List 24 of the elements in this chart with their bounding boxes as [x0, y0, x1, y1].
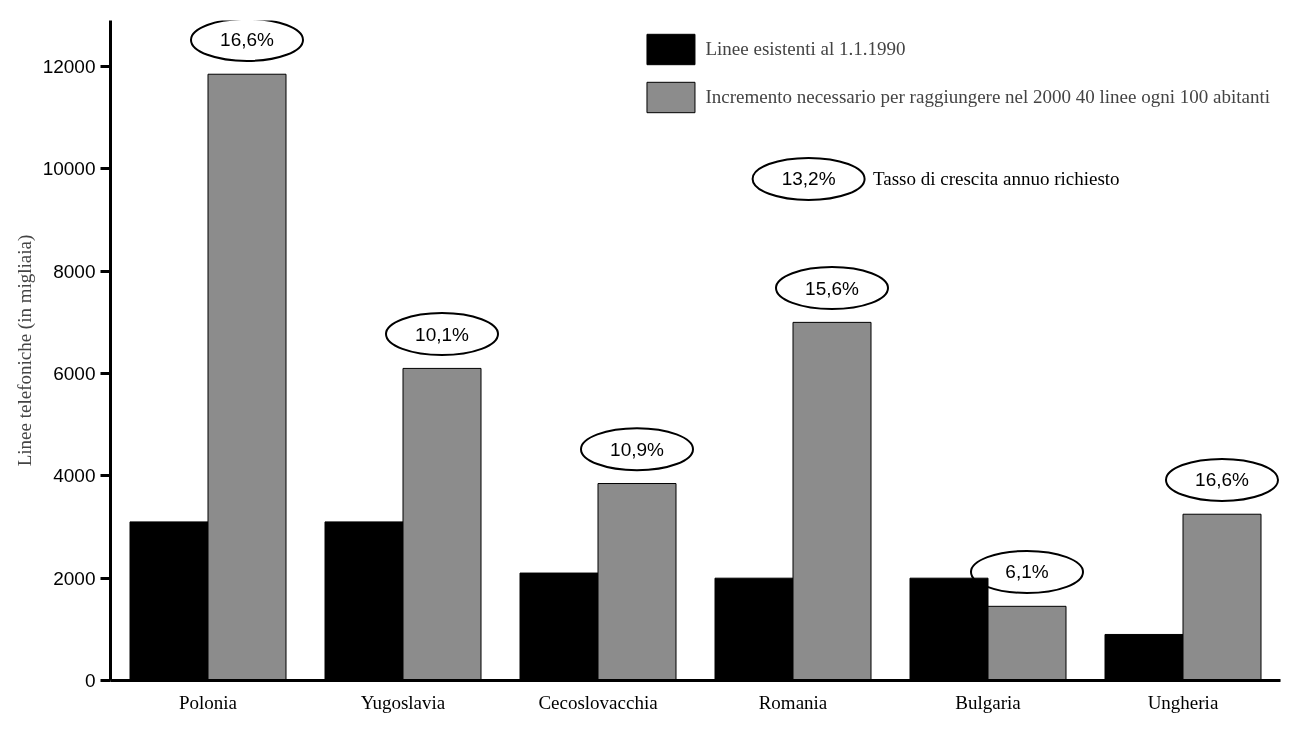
annotation: 10,9% — [610, 438, 665, 460]
annotation: Tasso di crescita annuo richiesto — [872, 168, 1120, 190]
annotation: 10,1% — [415, 323, 470, 345]
x-tick-label: Bulgaria — [955, 691, 1022, 713]
annotation: 6,1% — [1005, 561, 1049, 583]
y-tick-label: 12000 — [42, 56, 96, 78]
annotation: 13,2% — [781, 168, 836, 190]
x-tick-label: Ungheria — [1147, 691, 1219, 713]
y-tick-label: 4000 — [53, 465, 96, 487]
y-tick-label: 2000 — [53, 567, 96, 589]
y-axis-title: Linee telefoniche (in migliaia) — [13, 234, 36, 467]
annotation: 16,6% — [1195, 469, 1250, 491]
x-tick-label: Romania — [758, 691, 828, 713]
x-tick-label: Polonia — [178, 691, 238, 713]
x-tick-label: Yugoslavia — [360, 691, 446, 713]
x-tick-label: Cecoslovacchia — [538, 691, 659, 713]
y-tick-label: 8000 — [53, 260, 96, 282]
annotation: 16,6% — [220, 29, 275, 51]
annotation: 15,6% — [805, 277, 860, 299]
legend-label: Incremento necessario per raggiungere nel 2000 40 linee ogni 100 abitanti — [705, 85, 1270, 109]
legend-label: Linee esistenti al 1.1.1990 — [705, 37, 906, 61]
y-tick-label: 0 — [84, 670, 96, 691]
y-tick-label: 6000 — [53, 363, 96, 385]
y-tick-label: 10000 — [42, 158, 96, 180]
